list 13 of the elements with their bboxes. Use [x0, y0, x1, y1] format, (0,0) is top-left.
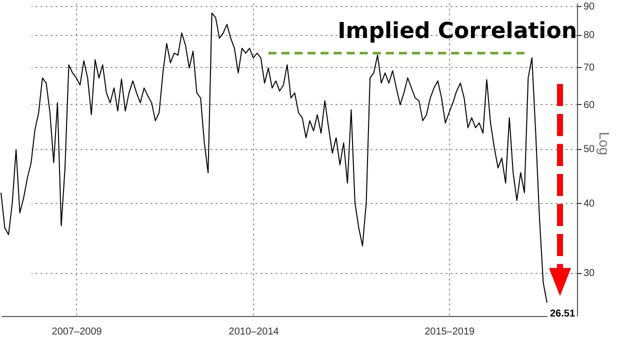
y-tick-label: 40	[584, 198, 596, 210]
y-tick-label: 30	[584, 268, 596, 280]
text: Implied Correlation	[338, 18, 577, 44]
y-axis-title: Log	[596, 132, 613, 156]
data-label: 26.51	[550, 308, 576, 320]
x-tick-label: 2010–2014	[228, 326, 280, 338]
y-tick-label: 80	[584, 30, 596, 42]
y-tick-label: 90	[584, 1, 596, 12]
y-tick-label: 60	[584, 100, 596, 111]
x-tick-label: 2015–2019	[424, 326, 476, 338]
y-tick-label: 70	[584, 62, 596, 74]
x-tick-label: 2007–2009	[52, 326, 102, 338]
y-tick-label: 50	[584, 144, 596, 156]
